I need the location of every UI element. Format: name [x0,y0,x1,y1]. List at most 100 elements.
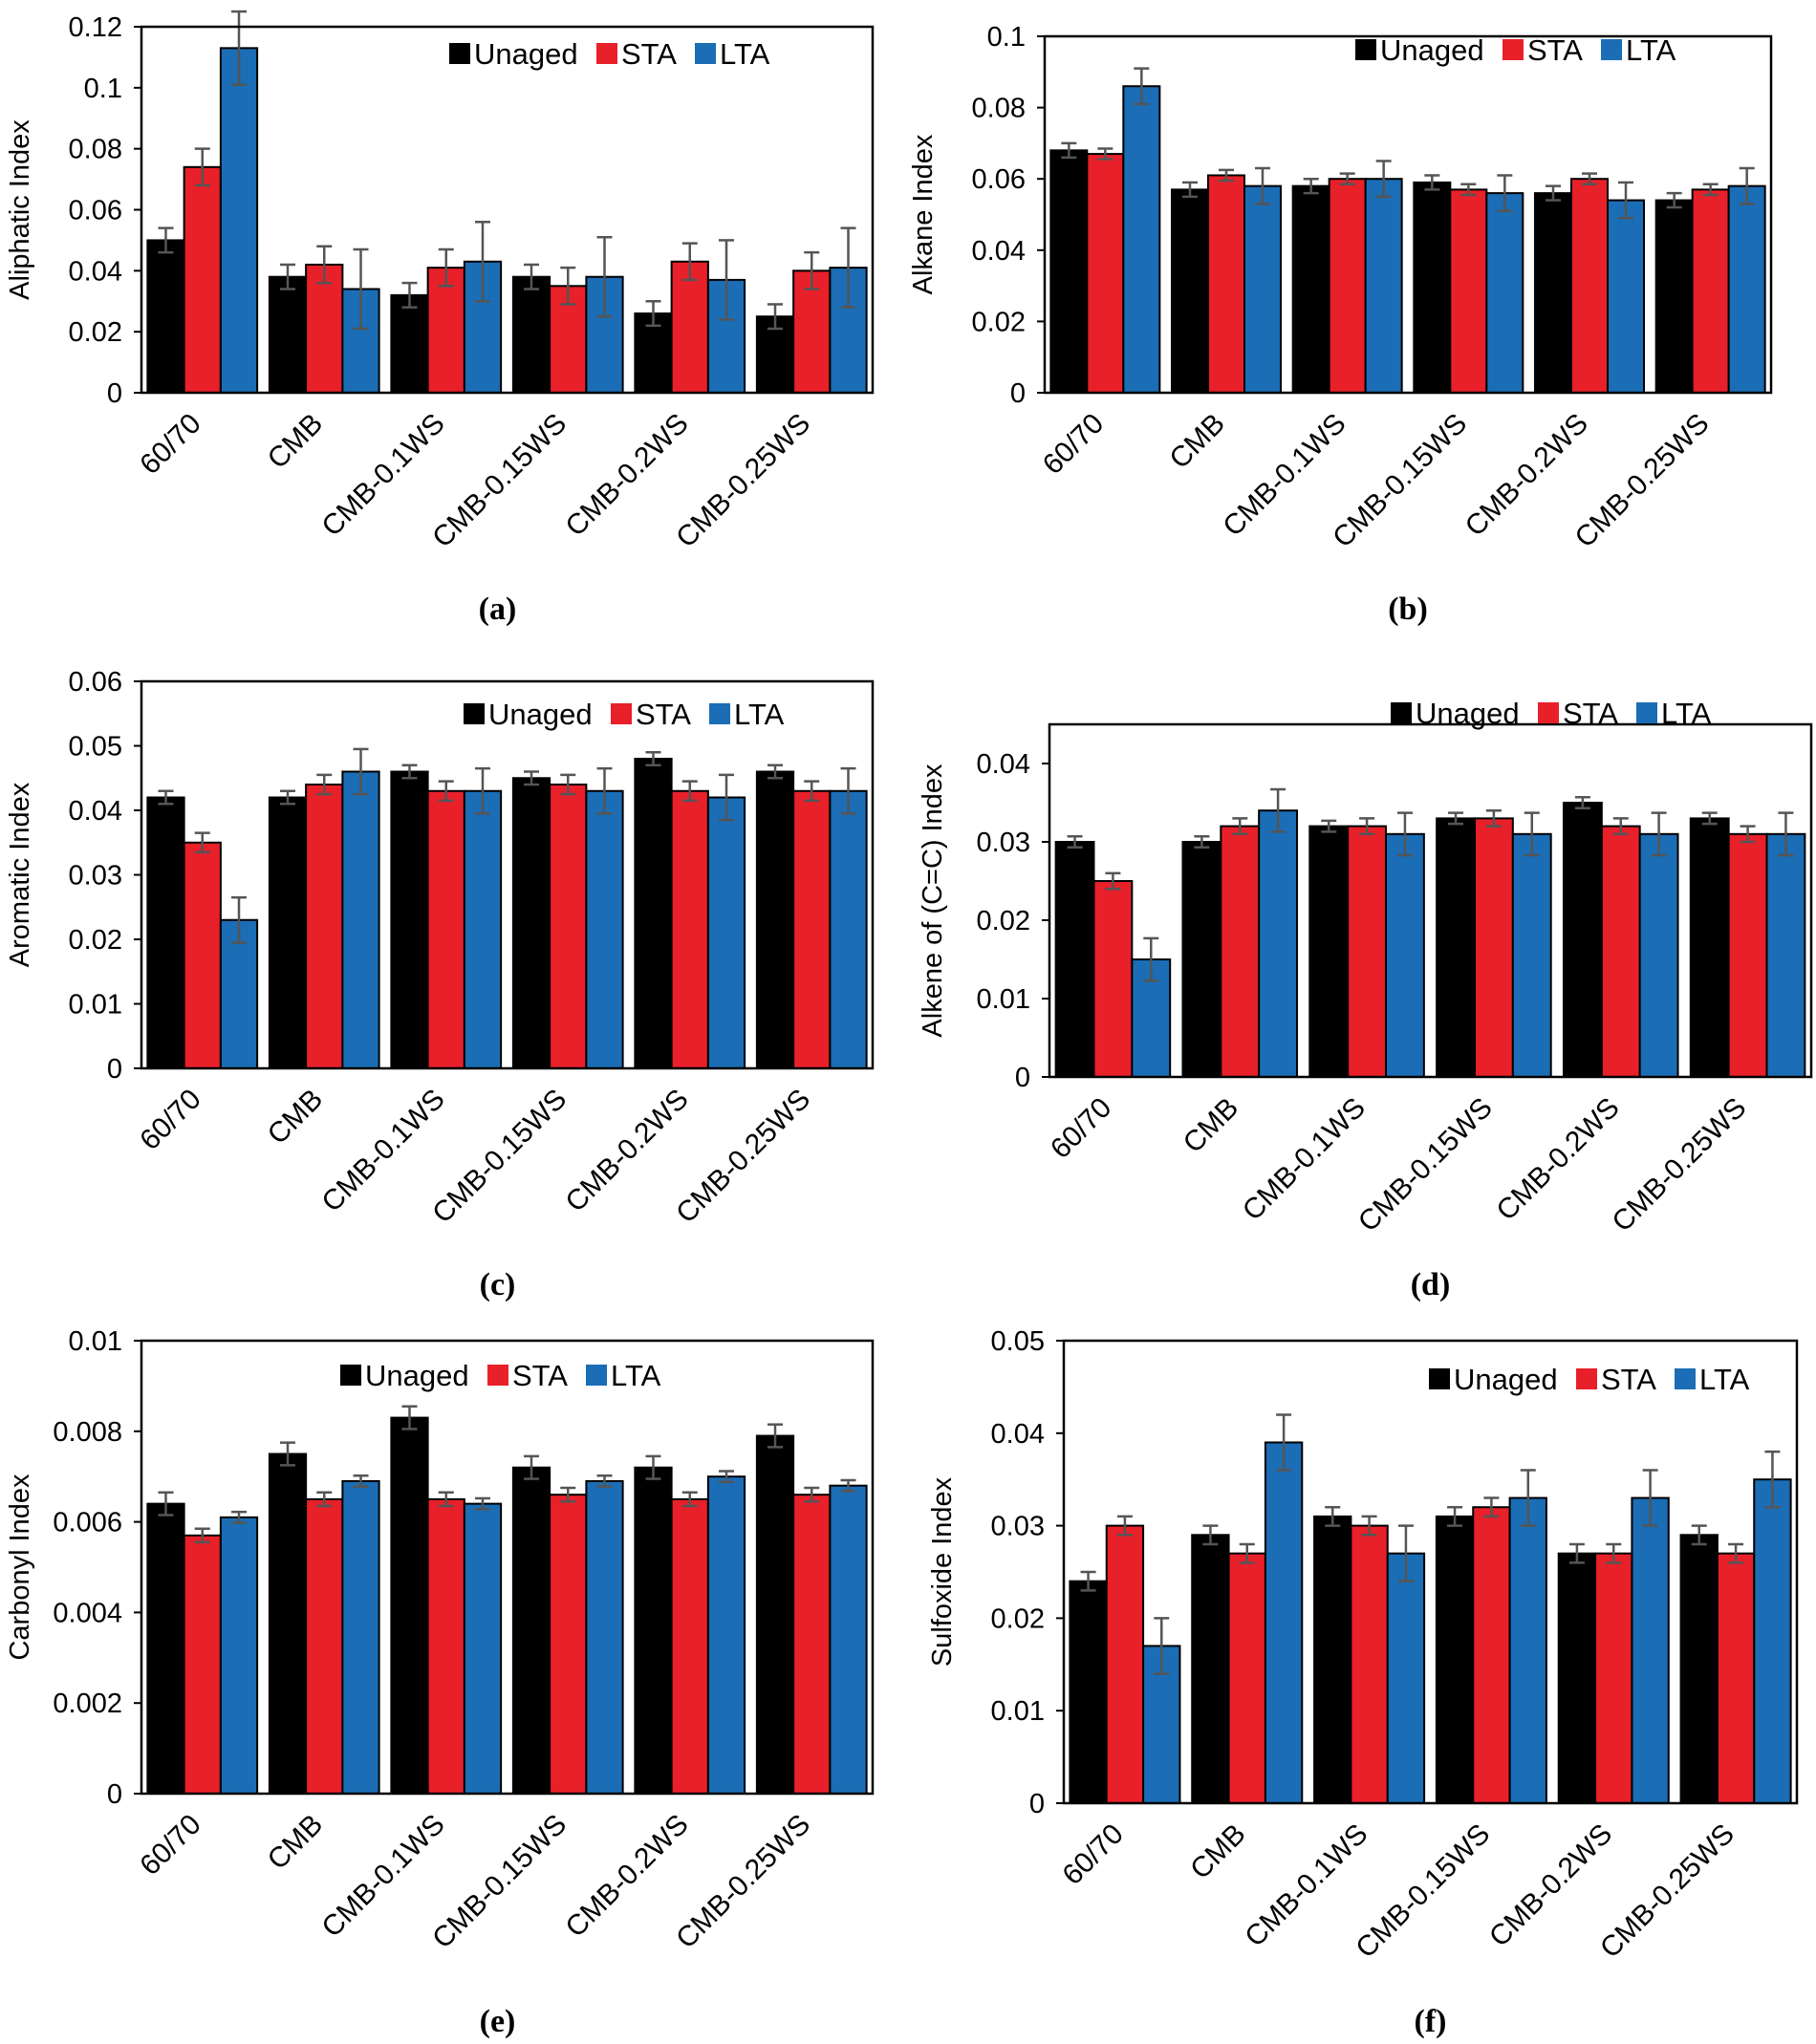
bar-lta-5 [1727,184,1766,394]
error-bar-lta-5 [840,766,856,815]
error-bar-lta-2 [1396,811,1413,857]
bar-sta-1 [305,1497,344,1796]
y-tick-label: 0.02 [972,307,1026,337]
bar-unaged-3 [511,777,551,1069]
y-tick-label: 0.02 [977,906,1030,936]
x-category-label: 60/70 [1056,1818,1129,1891]
error-bar-unaged-1 [280,263,295,290]
error-bar-lta-2 [475,221,490,303]
legend-swatch-unaged [464,703,485,724]
bar-lta-2 [463,789,503,1069]
bar-unaged-1 [1191,1534,1230,1805]
legend-swatch-unaged [449,43,470,64]
plot-frame [1048,722,1813,1079]
bar-sta-2 [1328,178,1367,394]
error-bar-lta-0 [231,10,247,86]
bar-unaged-4 [1534,192,1572,394]
bar-unaged-1 [268,796,308,1069]
error-bar-lta-3 [1524,811,1540,857]
error-bar-sta-0 [194,147,210,187]
error-bar-sta-3 [1485,808,1502,828]
error-bar-sta-3 [1460,183,1477,197]
bar-sta-4 [1594,1552,1633,1804]
error-bar-lta-1 [353,247,369,331]
y-tick-label: 0.004 [53,1598,122,1628]
y-axis-label: Alkene of (C=C) Index [918,764,948,1038]
y-tick-label: 0.1 [987,22,1026,53]
error-bar-unaged-5 [1666,191,1682,209]
x-category-label: 60/70 [134,408,206,481]
y-tick-label: 0.06 [972,164,1026,195]
legend-label-sta: STA [1563,697,1618,730]
legend-label-lta: LTA [720,37,770,71]
error-bar-sta-0 [1097,147,1113,161]
bar-unaged-5 [1679,1534,1719,1805]
error-bar-unaged-0 [1061,141,1077,160]
bar-sta-2 [426,789,465,1069]
error-bar-unaged-0 [158,789,174,806]
error-bar-sta-0 [1105,871,1121,891]
bar-unaged-2 [1313,1515,1352,1805]
x-category-label: CMB [262,1809,329,1876]
error-bar-lta-1 [1270,787,1286,833]
y-tick-label: 0.05 [991,1326,1045,1357]
error-bar-sta-4 [1606,1542,1622,1564]
y-tick-label: 0.08 [69,135,122,165]
error-bar-sta-2 [438,780,454,803]
bar-lta-4 [706,1475,746,1795]
bar-sta-3 [1473,817,1514,1079]
error-bar-unaged-0 [158,1491,174,1517]
bar-lta-1 [341,1479,380,1795]
y-tick-label: 0.01 [991,1696,1045,1727]
legend-label-lta: LTA [734,698,785,731]
error-bar-lta-1 [353,1474,369,1488]
error-bar-sta-2 [1359,817,1375,836]
bar-lta-3 [1511,832,1552,1078]
bar-sta-3 [1472,1506,1511,1804]
y-tick-label: 0 [1029,1789,1045,1819]
error-bar-lta-0 [231,1510,247,1524]
error-bar-unaged-3 [1424,174,1440,191]
error-bar-lta-5 [840,226,856,309]
y-tick-label: 0.02 [69,317,122,348]
y-tick-label: 0.04 [972,236,1026,267]
x-category-label: CMB-0.2WS [1490,1092,1625,1227]
error-bar-unaged-4 [1574,796,1590,809]
legend-swatch-unaged [1429,1368,1450,1389]
error-bar-sta-5 [804,780,820,803]
bar-unaged-0 [146,1502,185,1795]
bar-sta-0 [183,841,222,1069]
y-tick-label: 0 [107,378,122,409]
y-tick-label: 0.01 [977,984,1030,1015]
bar-unaged-2 [1308,825,1350,1078]
y-tick-label: 0.04 [69,796,122,827]
legend-label-sta: STA [1601,1363,1656,1396]
bar-sta-1 [305,784,344,1069]
panel-label: (c) [480,1267,516,1302]
bar-unaged-4 [1562,802,1603,1078]
x-category-label: CMB [262,1084,329,1151]
error-bar-lta-2 [1375,160,1392,199]
y-axis-label: Carbonyl Index [5,1474,35,1661]
y-tick-label: 0.12 [69,12,122,43]
y-tick-label: 0.02 [991,1603,1045,1634]
bar-sta-0 [183,165,222,394]
panel-label: (a) [479,592,517,627]
bar-lta-4 [1638,832,1679,1078]
bar-unaged-1 [1181,841,1222,1078]
bar-sta-5 [792,789,832,1069]
bar-lta-5 [829,789,868,1069]
bar-lta-4 [706,796,746,1069]
error-bar-sta-4 [1612,817,1629,836]
legend-swatch-sta [487,1365,508,1386]
error-bar-unaged-5 [767,1423,783,1449]
bar-unaged-2 [390,770,429,1069]
error-bar-unaged-4 [645,1454,661,1480]
bar-unaged-0 [1049,149,1089,394]
x-category-label: CMB-0.1WS [1237,1092,1372,1227]
bar-sta-3 [549,1494,588,1796]
error-bar-unaged-3 [1447,1505,1463,1527]
error-bar-sta-5 [1728,1542,1744,1564]
error-bar-lta-0 [231,895,247,944]
x-category-label: CMB-0.2WS [559,1084,694,1218]
